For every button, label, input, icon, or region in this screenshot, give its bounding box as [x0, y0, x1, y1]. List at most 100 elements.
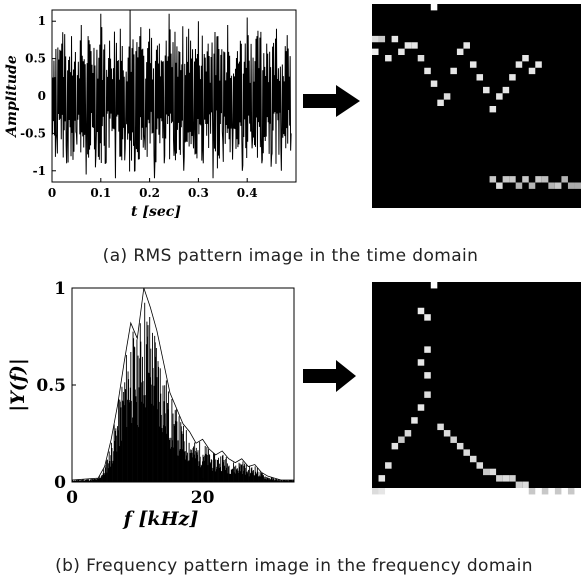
freq-pattern-pixel: [509, 475, 516, 482]
freq-pattern-pixel: [489, 468, 497, 476]
rms-pattern-pixel: [535, 176, 542, 183]
time-domain-plot: 10.50-0.5-10 0.1 0.2 0.3 0.4t [sec]Amplitude: [4, 9, 297, 220]
rms-pattern-pixel: [404, 42, 412, 49]
rms-pattern-pixel: [469, 61, 477, 68]
rms-pattern-pixel: [483, 86, 490, 94]
freq-pattern-pixel: [456, 442, 464, 450]
freq-pattern-pixel: [417, 359, 425, 366]
freq-pattern-pixel: [541, 488, 549, 495]
freq-pattern-pixel: [515, 481, 523, 488]
rms-pattern-background: [372, 4, 581, 208]
arrow-right-icon: [303, 360, 356, 392]
freq-pattern-pixel: [450, 436, 457, 443]
rms-pattern-pixel: [391, 35, 399, 43]
freq-pattern-pixel: [443, 430, 451, 437]
rms-pattern-image: [372, 4, 581, 208]
rms-pattern-pixel: [535, 61, 542, 68]
freq-pattern-pixel: [469, 455, 477, 463]
freq-pattern-pixel: [372, 488, 379, 495]
rms-pattern-pixel: [372, 35, 379, 43]
y-tick-label-b: 0.5: [36, 376, 66, 396]
rms-pattern-pixel: [515, 61, 523, 68]
signal-line: [51, 9, 292, 179]
freq-pattern-pixel: [424, 346, 431, 353]
y-tick-label-a: -0.5: [20, 126, 46, 140]
x-tick-label-a: 0.3: [188, 186, 209, 200]
y-tick-label-a: 1: [38, 14, 46, 28]
rms-pattern-pixel: [456, 48, 464, 56]
freq-pattern-pixel: [424, 314, 431, 321]
x-tick-label-b: 20: [191, 488, 215, 508]
freq-pattern-pixel: [417, 307, 425, 315]
frequency-domain-plot: 0 0.5 1 0 20f [kHz] |Y(f)|: [7, 279, 295, 530]
x-axis-label-a: t [sec]: [131, 204, 181, 220]
freq-pattern-pixel: [398, 436, 405, 443]
y-tick-label-b: 1: [54, 279, 66, 299]
rms-pattern-pixel: [463, 42, 470, 49]
freq-pattern-pixel: [424, 391, 431, 398]
freq-pattern-pixel: [378, 475, 386, 482]
y-tick-label-a: -1: [33, 164, 46, 178]
rms-pattern-pixel: [430, 4, 438, 11]
freq-pattern-pixel: [437, 423, 444, 431]
x-tick-label-a: 0: [48, 186, 56, 200]
freq-pattern-pixel: [567, 488, 575, 495]
rms-pattern-pixel: [443, 93, 451, 100]
freq-pattern-pixel: [404, 430, 412, 437]
rms-pattern-pixel: [515, 182, 523, 189]
freq-pattern-pixel: [391, 442, 399, 450]
y-axis-label-b: |Y(f)|: [7, 358, 29, 412]
rms-pattern-pixel: [476, 74, 484, 81]
y-tick-label-a: 0.5: [25, 52, 46, 66]
rms-pattern-pixel: [372, 48, 379, 56]
freq-pattern-pixel: [528, 488, 536, 495]
y-tick-label-a: 0: [38, 89, 46, 103]
rms-pattern-pixel: [437, 99, 444, 107]
freq-pattern-pixel: [430, 282, 438, 289]
freq-pattern-pixel: [385, 462, 392, 469]
x-tick-label-a: 0.2: [139, 186, 160, 200]
freq-pattern-pixel: [522, 481, 529, 488]
rms-pattern-pixel: [561, 176, 568, 183]
freq-pattern-pixel: [502, 475, 510, 482]
rms-pattern-pixel: [489, 176, 497, 183]
caption-a: (a) RMS pattern image in the time domain: [102, 246, 479, 266]
rms-pattern-pixel: [411, 42, 418, 49]
freq-pattern-pixel: [554, 488, 562, 495]
frequency-pattern-image: [372, 282, 581, 495]
freq-pattern-pixel: [417, 404, 425, 411]
rms-pattern-pixel: [489, 106, 497, 113]
rms-pattern-pixel: [502, 176, 510, 183]
x-tick-label-a: 0.4: [237, 186, 258, 200]
freq-pattern-background: [372, 282, 581, 488]
rms-pattern-pixel: [554, 182, 562, 189]
x-tick-label-b: 0: [66, 488, 78, 508]
rms-pattern-pixel: [398, 48, 405, 56]
freq-pattern-pixel: [476, 462, 484, 469]
rms-pattern-pixel: [548, 182, 555, 189]
freq-pattern-pixel: [463, 449, 470, 456]
freq-pattern-pixel: [483, 468, 490, 476]
rms-pattern-pixel: [567, 182, 575, 189]
rms-pattern-pixel: [522, 55, 529, 62]
rms-pattern-pixel: [509, 74, 516, 81]
caption-b: (b) Frequency pattern image in the frequ…: [55, 556, 533, 576]
rms-pattern-pixel: [496, 93, 503, 100]
spectrum-envelope: [71, 287, 294, 481]
rms-pattern-pixel: [509, 176, 516, 183]
x-axis-label-b: f [kHz]: [122, 508, 199, 530]
rms-pattern-pixel: [541, 176, 549, 183]
freq-pattern-pixel: [411, 417, 418, 424]
rms-pattern-pixel: [450, 67, 457, 75]
rms-pattern-pixel: [430, 80, 438, 87]
rms-pattern-pixel: [502, 86, 510, 94]
freq-pattern-pixel: [496, 475, 503, 482]
y-axis-label-a: Amplitude: [4, 55, 20, 139]
x-tick-label-a: 0.1: [90, 186, 111, 200]
rms-pattern-pixel: [574, 182, 581, 189]
freq-pattern-pixel: [424, 372, 431, 379]
rms-pattern-pixel: [528, 182, 536, 189]
rms-pattern-pixel: [528, 67, 536, 75]
y-tick-label-b: 0: [54, 473, 66, 493]
